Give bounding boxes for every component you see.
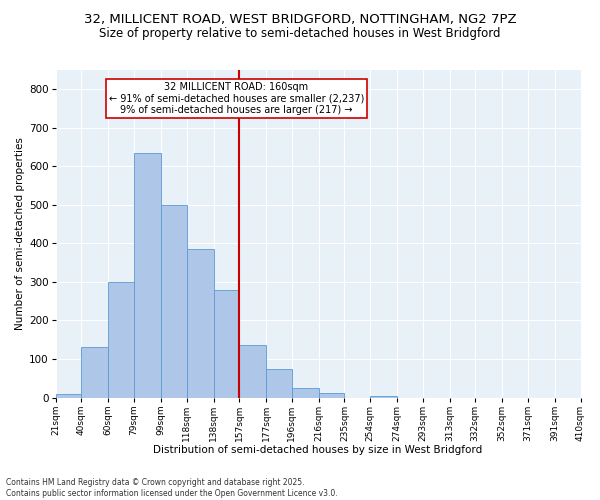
Bar — [319, 392, 344, 398]
Bar — [214, 290, 239, 398]
Y-axis label: Number of semi-detached properties: Number of semi-detached properties — [15, 138, 25, 330]
Bar — [370, 396, 397, 398]
Text: Contains HM Land Registry data © Crown copyright and database right 2025.
Contai: Contains HM Land Registry data © Crown c… — [6, 478, 338, 498]
Bar — [187, 249, 214, 398]
Text: Size of property relative to semi-detached houses in West Bridgford: Size of property relative to semi-detach… — [99, 28, 501, 40]
Bar — [82, 348, 109, 398]
Text: 32, MILLICENT ROAD, WEST BRIDGFORD, NOTTINGHAM, NG2 7PZ: 32, MILLICENT ROAD, WEST BRIDGFORD, NOTT… — [83, 12, 517, 26]
Bar — [266, 368, 292, 398]
Bar — [292, 388, 319, 398]
Bar — [239, 346, 266, 398]
Bar — [109, 282, 134, 398]
Bar — [161, 205, 187, 398]
Text: 32 MILLICENT ROAD: 160sqm
← 91% of semi-detached houses are smaller (2,237)
9% o: 32 MILLICENT ROAD: 160sqm ← 91% of semi-… — [109, 82, 364, 115]
Bar — [134, 153, 161, 398]
X-axis label: Distribution of semi-detached houses by size in West Bridgford: Distribution of semi-detached houses by … — [154, 445, 483, 455]
Bar — [56, 394, 82, 398]
